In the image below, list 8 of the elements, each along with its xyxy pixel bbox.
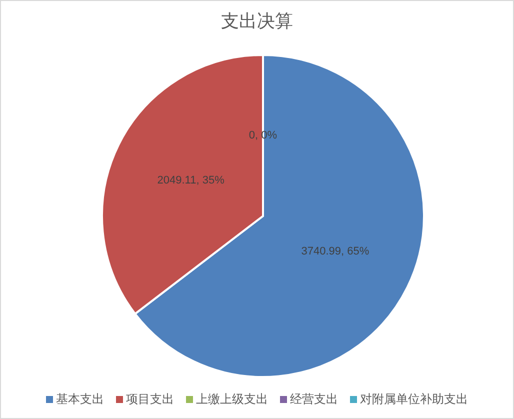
legend-label: 项目支出: [126, 391, 174, 408]
legend-label: 经营支出: [290, 391, 338, 408]
legend-label: 基本支出: [56, 391, 104, 408]
legend-label: 上缴上级支出: [196, 391, 268, 408]
data-label: 3740.99, 65%: [301, 246, 370, 258]
data-label: 2049.11, 35%: [157, 174, 225, 186]
legend-label: 对附属单位补助支出: [360, 391, 468, 408]
chart-title: 支出决算: [220, 10, 294, 33]
